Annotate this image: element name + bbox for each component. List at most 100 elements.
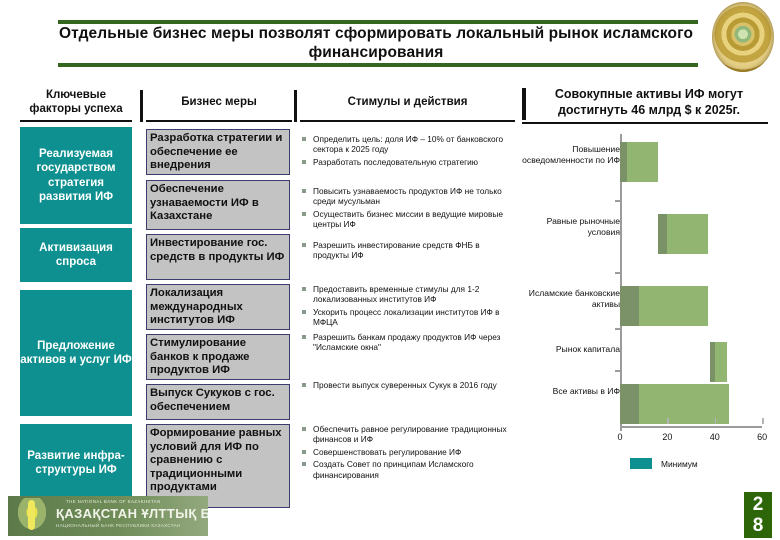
business-measure-box-2[interactable]: Обеспечение узнаваемости ИФ в Казахстане: [146, 180, 290, 230]
business-measure-label: Обеспечение узнаваемости ИФ в Казахстане: [150, 183, 259, 223]
bar-segment-maximum: [627, 142, 658, 182]
chart-y-tick: [615, 272, 621, 274]
business-measure-box-7[interactable]: Формирование равных условий для ИФ по ср…: [146, 424, 290, 508]
chart-category-label-1: Повышение осведомленности по ИФ: [522, 144, 620, 165]
bar-segment-minimum: [710, 342, 715, 382]
header-underline-key-factors: [20, 120, 132, 122]
incentive-group-1: Определить цель: доля ИФ – 10% от банков…: [300, 134, 518, 169]
bar-segment-minimum: [620, 286, 639, 326]
business-measure-box-5[interactable]: Стимулирование банков к продаже продукто…: [146, 334, 290, 380]
chart-category-label-2: Равные рыночные условия: [546, 216, 620, 237]
business-measure-box-4[interactable]: Локализация международных институтов ИФ: [146, 284, 290, 330]
incentive-bullet-item: Ускорить процесс локализации институтов …: [300, 307, 518, 328]
assets-waterfall-chart: Повышение осведомленности по ИФ Равные ры…: [520, 128, 778, 469]
incentive-bullet-list: Повысить узнаваемость продуктов ИФ не то…: [300, 186, 518, 230]
incentive-group-7: Обеспечить равное регулирование традицио…: [300, 424, 518, 482]
chart-x-tick-label-40: 40: [709, 432, 720, 442]
business-measure-box-6[interactable]: Выпуск Сукуков с гос. обеспечением: [146, 384, 290, 420]
incentive-bullet-item: Повысить узнаваемость продуктов ИФ не то…: [300, 186, 518, 207]
business-measure-label: Выпуск Сукуков с гос. обеспечением: [150, 387, 275, 413]
key-factor-label: Предложение активов и услуг ИФ: [20, 339, 132, 367]
key-factor-label: Реализуемая государством стратегия разви…: [36, 147, 116, 204]
bar-segment-minimum: [657, 214, 668, 254]
incentive-bullet-item: Предоставить временные стимулы для 1-2 л…: [300, 284, 518, 305]
incentive-bullet-list: Провести выпуск суверенных Сукук в 2016 …: [300, 380, 518, 390]
chart-bar-3: [520, 286, 778, 326]
chart-bar-1: [520, 142, 778, 182]
chart-x-tick-label-20: 20: [662, 432, 673, 442]
business-measure-box-1[interactable]: Разработка стратегии и обеспечение ее вн…: [146, 129, 290, 175]
header-divider-3: [522, 88, 526, 120]
business-measure-box-3[interactable]: Инвестирование гос. средств в продукты И…: [146, 234, 290, 280]
bar-segment-minimum: [620, 384, 639, 424]
chart-bar-4: [520, 342, 778, 382]
page-number-badge: 2 8: [744, 492, 772, 538]
wheat-emblem-icon: [14, 498, 50, 534]
chart-x-tick-label-0: 0: [617, 432, 623, 442]
business-measure-label: Инвестирование гос. средств в продукты И…: [150, 237, 285, 263]
key-factor-block-2[interactable]: Активизация спроса: [20, 228, 132, 282]
page-number-digit-2: 8: [752, 515, 764, 536]
incentive-bullet-item: Разрешить инвестирование средств ФНБ в п…: [300, 240, 518, 261]
business-measure-label: Формирование равных условий для ИФ по ср…: [150, 427, 282, 494]
incentive-bullet-list: Определить цель: доля ИФ – 10% от банков…: [300, 134, 518, 167]
chart-category-label-5: Все активы в ИФ: [552, 386, 620, 396]
header-underline-business-measures: [146, 120, 292, 122]
key-factor-block-1[interactable]: Реализуемая государством стратегия разви…: [20, 127, 132, 224]
business-measure-label: Стимулирование банков к продаже продукто…: [150, 337, 250, 377]
page-number-digit-1: 2: [752, 494, 764, 515]
key-factor-label: Активизация спроса: [39, 241, 113, 269]
chart-panel-title: Совокупные активы ИФ могут достигнуть 46…: [554, 87, 744, 117]
bar-segment-maximum: [667, 214, 708, 254]
header-underline-incentives: [300, 120, 515, 122]
incentive-bullet-item: Провести выпуск суверенных Сукук в 2016 …: [300, 380, 518, 390]
incentive-group-4: Предоставить временные стимулы для 1-2 л…: [300, 284, 518, 330]
incentive-group-5: Разрешить банкам продажу продуктов ИФ че…: [300, 332, 518, 355]
logo-top-text: THE NATIONAL BANK OF KAZAKHSTAN: [66, 499, 161, 504]
chart-x-tick: [667, 418, 669, 424]
key-factor-block-3[interactable]: Предложение активов и услуг ИФ: [20, 290, 132, 416]
incentive-bullet-item: Разработать последовательную стратегию: [300, 157, 518, 167]
header-divider-2: [294, 90, 297, 122]
chart-bar-2: [520, 214, 778, 254]
kazakhstan-emblem-icon: [712, 2, 774, 72]
chart-x-tick-label-60: 60: [757, 432, 768, 442]
business-measure-label: Локализация международных институтов ИФ: [150, 287, 243, 327]
bar-segment-maximum: [638, 384, 729, 424]
incentive-bullet-list: Предоставить временные стимулы для 1-2 л…: [300, 284, 518, 328]
title-rule-top: [58, 20, 698, 24]
header-divider-1: [140, 90, 143, 122]
column-header-business-measures: Бизнес меры: [181, 96, 257, 108]
chart-y-tick: [615, 370, 621, 372]
page-title: Отдельные бизнес меры позволят сформиров…: [58, 25, 694, 61]
incentive-group-3: Разрешить инвестирование средств ФНБ в п…: [300, 240, 518, 263]
key-factor-label: Развитие инфра-структуры ИФ: [27, 449, 125, 477]
chart-category-label-3: Исламские банковские активы: [528, 288, 620, 309]
chart-x-tick: [762, 418, 764, 424]
chart-x-axis: [620, 426, 762, 428]
chart-x-tick: [620, 426, 622, 431]
chart-legend: Минимум: [630, 458, 698, 469]
chart-bar-5: [520, 384, 778, 424]
incentive-bullet-list: Разрешить инвестирование средств ФНБ в п…: [300, 240, 518, 261]
bar-segment-minimum: [620, 142, 628, 182]
chart-x-tick: [714, 418, 717, 424]
incentive-bullet-list: Разрешить банкам продажу продуктов ИФ че…: [300, 332, 518, 353]
logo-main-text: ҚАЗАҚСТАН ҰЛТТЫҚ БАНКІ: [56, 506, 208, 521]
chart-y-tick: [615, 328, 621, 330]
title-rule-bottom: [58, 63, 698, 67]
incentive-bullet-item: Разрешить банкам продажу продуктов ИФ че…: [300, 332, 518, 353]
header-underline-chart: [522, 122, 768, 124]
logo-sub-text: НАЦИОНАЛЬНЫЙ БАНК РЕСПУБЛИКИ КАЗАХСТАН: [56, 523, 181, 528]
national-bank-logo: THE NATIONAL BANK OF KAZAKHSTAN ҚАЗАҚСТА…: [8, 496, 208, 536]
incentive-bullet-list: Обеспечить равное регулирование традицио…: [300, 424, 518, 480]
bar-segment-maximum: [638, 286, 708, 326]
incentive-group-2: Повысить узнаваемость продуктов ИФ не то…: [300, 186, 518, 232]
incentive-bullet-item: Создать Совет по принципам Исламского фи…: [300, 459, 518, 480]
incentive-bullet-item: Осуществить бизнес миссии в ведущие миро…: [300, 209, 518, 230]
chart-y-tick: [615, 200, 621, 202]
key-factor-block-4[interactable]: Развитие инфра-структуры ИФ: [20, 424, 132, 502]
legend-label-minimum: Минимум: [661, 458, 698, 469]
bar-segment-maximum: [714, 342, 727, 382]
